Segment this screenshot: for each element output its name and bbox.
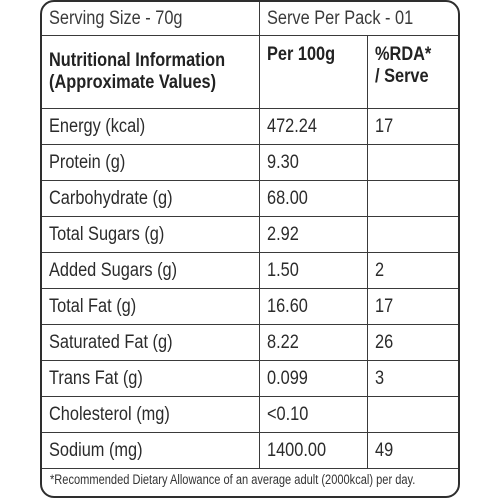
header-col1-title: Nutritional Information bbox=[49, 50, 226, 71]
nutrient-name: Trans Fat (g) bbox=[42, 360, 260, 397]
header-rda: %RDA* / Serve bbox=[367, 35, 458, 109]
per-100g-value: 8.22 bbox=[259, 324, 368, 361]
rda-value: 3 bbox=[367, 360, 458, 397]
serving-size: Serving Size - 70g bbox=[42, 2, 260, 36]
per-100g-value: <0.10 bbox=[259, 396, 368, 433]
per-100g-value: 9.30 bbox=[259, 144, 368, 181]
per-100g-value: 1400.00 bbox=[259, 432, 368, 469]
header-nutritional-information: Nutritional Information (Approximate Val… bbox=[42, 35, 260, 109]
rda-value: 26 bbox=[367, 324, 458, 361]
table-row: Cholesterol (mg) <0.10 bbox=[42, 396, 458, 433]
table-header-row: Nutritional Information (Approximate Val… bbox=[42, 35, 458, 109]
per-100g-value: 16.60 bbox=[259, 288, 368, 325]
serve-per-pack: Serve Per Pack - 01 bbox=[259, 2, 458, 36]
per-100g-value: 1.50 bbox=[259, 252, 368, 289]
rda-footnote: *Recommended Dietary Allowance of an ave… bbox=[50, 472, 416, 487]
rda-value: 17 bbox=[367, 288, 458, 325]
header-per-100g: Per 100g bbox=[259, 35, 368, 109]
rda-value: 2 bbox=[367, 252, 458, 289]
header-col3-title: %RDA* bbox=[374, 44, 431, 65]
header-col1-subtitle: (Approximate Values) bbox=[49, 72, 217, 93]
rda-value bbox=[367, 216, 458, 253]
table-row: Energy (kcal) 472.24 17 bbox=[42, 108, 458, 145]
table-row: Added Sugars (g) 1.50 2 bbox=[42, 252, 458, 289]
nutrient-name: Energy (kcal) bbox=[42, 108, 260, 145]
table-row: Total Fat (g) 16.60 17 bbox=[42, 288, 458, 325]
header-col3-subtitle: / Serve bbox=[374, 66, 429, 87]
nutrient-name: Added Sugars (g) bbox=[42, 252, 260, 289]
nutrient-name: Total Sugars (g) bbox=[42, 216, 260, 253]
table-row: Carbohydrate (g) 68.00 bbox=[42, 180, 458, 217]
nutrient-name: Cholesterol (mg) bbox=[42, 396, 260, 433]
nutrition-table: Serving Size - 70g Serve Per Pack - 01 N… bbox=[42, 2, 458, 469]
nutrient-name: Sodium (mg) bbox=[42, 432, 260, 469]
per-100g-value: 472.24 bbox=[259, 108, 368, 145]
per-100g-value: 68.00 bbox=[259, 180, 368, 217]
rda-value: 17 bbox=[367, 108, 458, 145]
nutrient-name: Saturated Fat (g) bbox=[42, 324, 260, 361]
nutrient-name: Protein (g) bbox=[42, 144, 260, 181]
nutrient-name: Carbohydrate (g) bbox=[42, 180, 260, 217]
table-row: Protein (g) 9.30 bbox=[42, 144, 458, 181]
table-row: Saturated Fat (g) 8.22 26 bbox=[42, 324, 458, 361]
table-row: Total Sugars (g) 2.92 bbox=[42, 216, 458, 253]
per-100g-value: 2.92 bbox=[259, 216, 368, 253]
rda-value bbox=[367, 144, 458, 181]
per-100g-value: 0.099 bbox=[259, 360, 368, 397]
table-row: Sodium (mg) 1400.00 49 bbox=[42, 432, 458, 469]
rda-value bbox=[367, 180, 458, 217]
rda-value: 49 bbox=[367, 432, 458, 469]
nutrition-facts-panel: Serving Size - 70g Serve Per Pack - 01 N… bbox=[40, 0, 460, 498]
nutrient-name: Total Fat (g) bbox=[42, 288, 260, 325]
table-row: Trans Fat (g) 0.099 3 bbox=[42, 360, 458, 397]
serving-row: Serving Size - 70g Serve Per Pack - 01 bbox=[42, 2, 458, 36]
rda-value bbox=[367, 396, 458, 433]
